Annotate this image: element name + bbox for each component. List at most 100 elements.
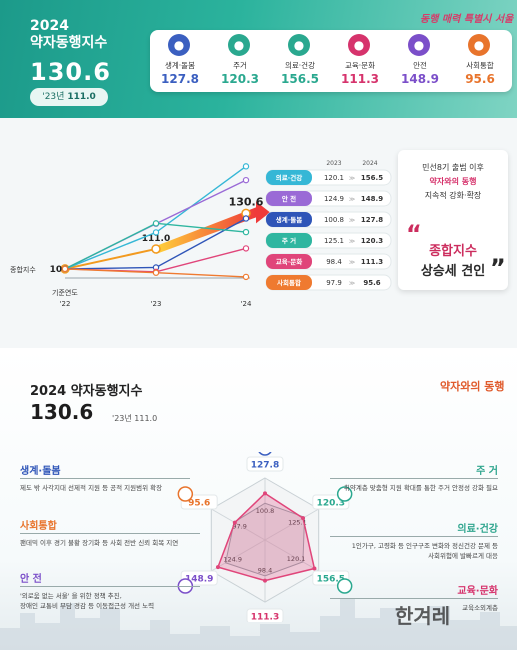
radar-value-2024: 156.5 (317, 575, 345, 585)
medical-icon (336, 578, 353, 594)
category-card: ● 사회통합 95.6 (450, 30, 510, 92)
arrow-icon: ≫ (349, 217, 355, 224)
brand-logo: 약자와의 동행 (440, 380, 505, 393)
series-point (61, 265, 69, 273)
medical-icon: ● (288, 34, 310, 56)
quote-close-icon: ” (490, 254, 506, 282)
series-value-2023: 98.4 (326, 258, 342, 266)
arrow-icon: ≫ (349, 280, 355, 287)
radar-point (312, 566, 317, 571)
series-value-2024: 127.8 (361, 216, 383, 224)
house-icon: ● (228, 34, 250, 56)
radar-point (263, 578, 267, 583)
radar-value-2023: 125.1 (288, 518, 307, 526)
radar-axis (211, 539, 266, 572)
radar-value-2024: 127.8 (251, 461, 279, 471)
bottom-prev-year: '23년 111.0 (112, 414, 158, 423)
bottom-score: 130.6 (30, 400, 94, 424)
top-title-name: 약자동행지수 (30, 35, 108, 51)
category-card-name: 주거 (233, 61, 247, 70)
bottom-title: 2024 약자동행지수 (30, 384, 143, 399)
col-2024-header: 2024 (362, 160, 377, 167)
total-value-label: 111.0 (142, 234, 170, 244)
summary-line-1: 민선8기 출범 이후 (422, 163, 484, 172)
slogan-logo: 동행 매력 특별시 서울 (420, 14, 514, 25)
category-label: 주 거 (476, 466, 498, 477)
arrow-icon: ≫ (349, 175, 355, 182)
category-label: 사회통합 (20, 521, 57, 532)
radar-axis (211, 508, 266, 541)
prev-year-label: '23년 (42, 92, 65, 102)
category-card: ● 생계·돌봄 127.8 (150, 30, 210, 92)
category-card-name: 생계·돌봄 (165, 61, 195, 70)
hand-heart-icon (258, 452, 272, 456)
radar-point (232, 520, 237, 525)
top-title-year: 2024 (30, 18, 69, 34)
series-value-2024: 111.3 (361, 258, 383, 266)
radar-label-box (246, 608, 284, 622)
series-value-2024: 95.6 (363, 279, 380, 287)
category-desc-1: 취약계층 맞춤형 지원 확대를 통한 주거 안정성 강화 필요 (343, 484, 498, 492)
series-point (242, 215, 250, 222)
category-card-name: 교육·문화 (345, 61, 375, 70)
people-icon (177, 486, 194, 502)
category-divider (330, 598, 498, 599)
category-label: 의료·건강 (457, 524, 498, 535)
category-card: ● 의료·건강 156.5 (270, 30, 330, 92)
category-label: 교육·문화 (457, 586, 498, 597)
total-series-arrow (156, 207, 256, 254)
category-cards: ● 생계·돌봄 127.8 ● 주거 120.3 ● 의료·건강 156.5 ● 교육·문화 111.… (150, 30, 512, 92)
line-chart: '22 '23 '24 기준연도 100 111.0 130.6 종합지수 2023 2024 의료… (10, 160, 392, 308)
radar-label-box (246, 456, 284, 472)
category-desc-1: 교육소외계층 (462, 604, 498, 612)
arrow-icon: ≫ (349, 238, 355, 245)
shield-icon: ● (408, 34, 430, 56)
total-label: 종합지수 (10, 265, 36, 274)
category-card-value: 148.9 (401, 72, 439, 86)
series-row-chip (266, 170, 312, 185)
arrow-icon: ≫ (349, 259, 355, 266)
summary-line-3: 지속적 강화·확장 (424, 191, 482, 200)
radar-point (263, 491, 267, 496)
summary-line-2: 약자와의 동행 (429, 177, 477, 186)
summary-big-2: 상승세 견인 (420, 264, 486, 279)
series-row-chip (266, 191, 312, 206)
radar-value-2024: 95.6 (188, 499, 210, 509)
category-desc-1: 1인가구, 고령화 등 인구구조 변화와 정신건강 문제 등 (351, 542, 498, 550)
prev-year-pill: '23년 111.0 (30, 88, 108, 106)
category-card-value: 120.3 (221, 72, 259, 86)
category-desc-1: '외로움 없는 서울' 을 위한 정책 추진, (20, 592, 122, 600)
category-desc-1: 제도 밖 사각지대 선제적 지원 등 공적 지원범위 확장 (20, 484, 163, 492)
col-2023-header: 2023 (326, 160, 341, 167)
category-card-value: 127.8 (161, 72, 199, 86)
series-value-2023: 125.1 (324, 237, 344, 245)
series-row-chip (266, 254, 312, 269)
radar-axis (264, 539, 319, 572)
prev-year-value: 111.0 (67, 92, 96, 102)
radar-value-2023: 100.8 (256, 507, 275, 515)
series-value-2023: 97.9 (326, 279, 342, 287)
category-divider (20, 586, 200, 587)
category-card: ● 안전 148.9 (390, 30, 450, 92)
series-point (242, 163, 250, 170)
x-tick-label: '24 (241, 300, 252, 308)
people-icon: ● (468, 34, 490, 56)
series-name: 안 전 (282, 194, 296, 203)
series-name: 사회통합 (277, 278, 301, 287)
series-point (152, 229, 160, 236)
total-series-line (64, 247, 157, 270)
radar-value-2023: 97.9 (232, 522, 246, 530)
top-panel: 2024 약자동행지수 130.6 '23년 111.0 동행 매력 특별시 서… (0, 0, 517, 348)
house-icon (336, 486, 353, 502)
total-point (151, 244, 161, 254)
category-label: 생계·돌봄 (20, 466, 61, 477)
watermark: 한겨레 (395, 604, 451, 628)
radar-value-2024: 111.3 (251, 613, 279, 623)
series-name: 생계·돌봄 (276, 215, 302, 224)
category-card: ● 교육·문화 111.3 (330, 30, 390, 92)
radar-axis (264, 508, 319, 541)
arrow-icon: ≫ (349, 196, 355, 203)
series-value-2023: 100.8 (324, 216, 344, 224)
radar-value-2023: 120.1 (287, 555, 306, 563)
category-desc-1: 팬데믹 이후 경기 불황 장기화 등 사회 전반 신뢰 회복 지연 (20, 539, 179, 547)
